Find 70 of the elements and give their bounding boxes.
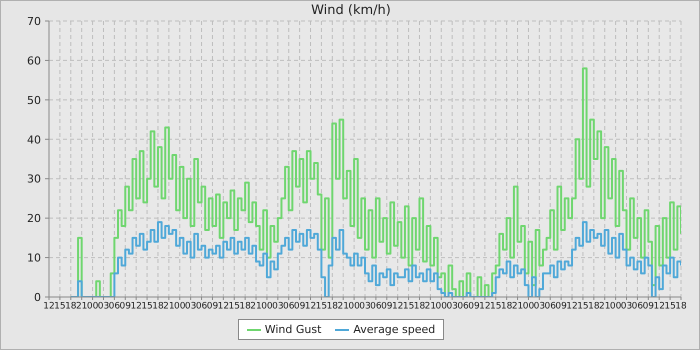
y-tick-label: 60: [27, 54, 41, 68]
x-tick-label: 09: [642, 301, 654, 312]
y-tick-label: 50: [27, 94, 41, 107]
x-tick-label: 18: [239, 301, 252, 312]
x-tick-label: 15: [316, 301, 328, 312]
x-tick-label: 21: [337, 301, 349, 312]
x-tick-label: 03: [272, 301, 284, 312]
x-tick-label: 15: [141, 301, 153, 312]
y-tick-label: 30: [27, 172, 41, 186]
x-tick-label: 12: [43, 301, 55, 312]
y-tick-label: 70: [27, 15, 41, 28]
y-tick-label: 0: [34, 291, 41, 304]
x-tick-label: 18: [152, 301, 164, 312]
legend-label: Wind Gust: [264, 323, 322, 336]
x-tick-label: 15: [54, 301, 66, 312]
x-tick-label: 06: [108, 301, 120, 312]
x-tick-label: 12: [392, 301, 404, 312]
x-tick-label: 12: [566, 301, 578, 312]
x-tick-label: 06: [544, 301, 556, 312]
x-tick-label: 15: [664, 301, 676, 312]
chart-title: Wind (km/h): [311, 3, 391, 18]
x-tick-label: 12: [130, 301, 142, 312]
x-tick-label: 18: [414, 301, 426, 312]
y-tick-label: 40: [27, 133, 41, 146]
x-tick-label: 00: [610, 301, 622, 312]
x-tick-label: 18: [588, 301, 600, 312]
x-tick-label: 09: [381, 301, 393, 312]
x-tick-label: 06: [457, 301, 470, 312]
x-tick-label: 15: [402, 301, 414, 312]
x-tick-label: 03: [446, 301, 458, 312]
x-tick-label: 15: [228, 301, 240, 312]
x-tick-label: 18: [326, 301, 338, 312]
x-tick-label: 21: [76, 301, 88, 312]
x-tick-label: 12: [653, 301, 665, 312]
x-tick-label: 21: [250, 301, 262, 312]
x-tick-label: 15: [577, 301, 589, 312]
legend-label: Average speed: [352, 323, 436, 336]
x-tick-label: 21: [424, 301, 436, 312]
x-tick-label: 06: [283, 301, 295, 312]
x-tick-label: 12: [304, 301, 316, 312]
x-tick-label: 03: [98, 301, 110, 312]
x-tick-label: 09: [120, 301, 132, 312]
y-tick-label: 20: [27, 212, 41, 226]
x-tick-label: 06: [370, 301, 382, 312]
x-tick-label: 06: [632, 301, 644, 312]
x-tick-label: 00: [436, 301, 448, 312]
x-tick-label: 03: [359, 301, 371, 312]
x-tick-label: 03: [620, 301, 632, 312]
x-tick-label: 09: [555, 301, 568, 312]
x-tick-label: 09: [206, 301, 218, 312]
x-tick-label: 12: [479, 301, 491, 312]
x-tick-label: 00: [348, 301, 360, 312]
x-tick-label: 00: [261, 301, 273, 312]
x-tick-label: 18: [675, 301, 687, 312]
x-tick-label: 06: [196, 301, 208, 312]
x-tick-label: 03: [534, 301, 546, 312]
x-tick-label: 15: [490, 301, 502, 312]
x-tick-label: 03: [184, 301, 196, 312]
x-tick-label: 00: [174, 301, 186, 312]
x-tick-label: 00: [522, 301, 534, 312]
x-tick-label: 18: [65, 301, 77, 312]
x-tick-label: 21: [599, 301, 610, 312]
x-tick-label: 00: [86, 301, 99, 312]
x-tick-label: 18: [500, 301, 513, 312]
x-tick-label: 09: [468, 301, 480, 312]
x-tick-label: 21: [163, 301, 175, 312]
x-tick-label: 09: [294, 301, 306, 312]
x-tick-label: 12: [218, 301, 230, 312]
y-tick-label: 10: [27, 252, 41, 265]
x-tick-label: 21: [512, 301, 524, 312]
